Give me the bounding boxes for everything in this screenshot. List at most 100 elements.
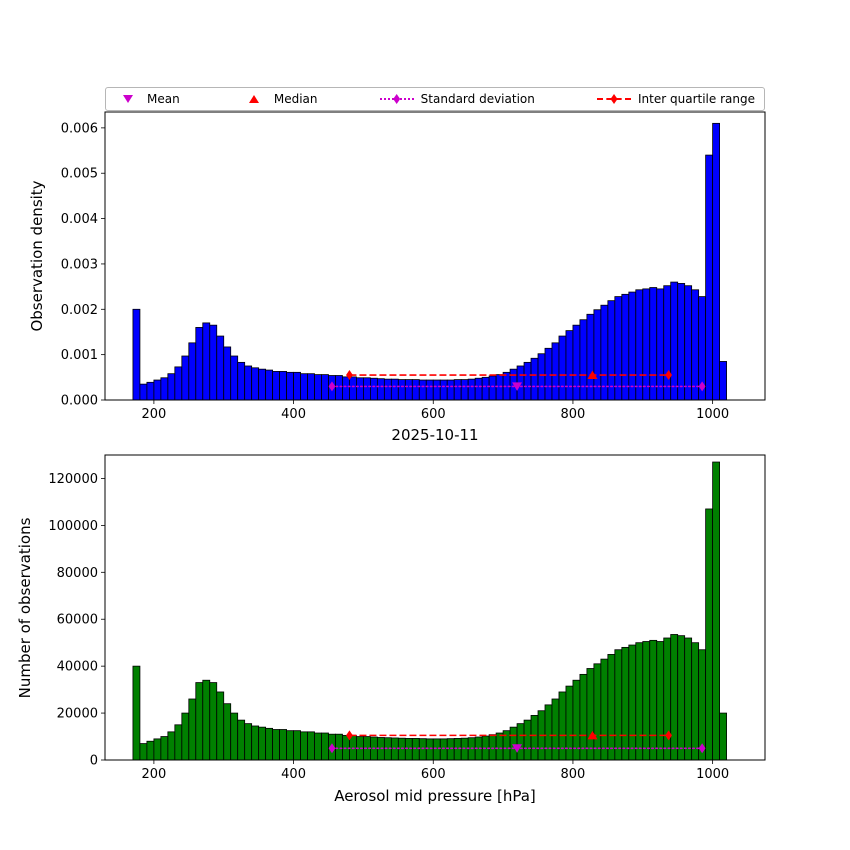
counts-chart: 200 400 600 800 1000 0 20000 40000 60000 80000 100… (16, 454, 766, 782)
x-tick-label: 800 (561, 407, 586, 422)
histogram-bar (572, 324, 581, 401)
y-tick-label: 120000 (48, 472, 98, 487)
chart-title: 2025-10-11 (391, 426, 478, 444)
histogram-bar (251, 725, 260, 761)
x-tick-label: 400 (281, 767, 306, 782)
histogram-bar (146, 740, 155, 761)
histogram-bar (691, 289, 700, 401)
histogram-bar (376, 378, 385, 401)
histogram-bar (607, 654, 616, 761)
median-marker (242, 93, 267, 105)
counts-stat-markers (328, 730, 706, 754)
y-tick-label: 100000 (48, 519, 98, 534)
histogram-bar (139, 743, 148, 761)
histogram-bar (286, 371, 294, 401)
histogram-bar (628, 291, 637, 401)
histogram-bar (251, 367, 260, 401)
histogram-bar (460, 737, 469, 761)
histogram-bar (670, 634, 679, 761)
histogram-bar (425, 379, 434, 401)
histogram-bar (474, 377, 483, 401)
histogram-bar (530, 357, 539, 401)
mean-triangle-down-icon (512, 744, 523, 753)
histogram-bar (160, 736, 169, 761)
histogram-bar (446, 738, 455, 761)
histogram-bar (712, 461, 720, 761)
histogram-bar (558, 691, 567, 761)
histogram-bar (635, 289, 644, 401)
histogram-bar (293, 730, 301, 761)
legend-label-mean: Mean (147, 92, 180, 106)
histogram-bar (551, 342, 560, 401)
histogram-bar (691, 642, 700, 761)
histogram-bar (446, 379, 455, 401)
histogram-bar (181, 355, 190, 401)
y-tick-label: 0.004 (61, 212, 98, 227)
density-histogram-bars (132, 122, 727, 401)
std-high-diamond-icon (698, 381, 706, 392)
histogram-bar (321, 374, 329, 401)
histogram-bar (600, 658, 609, 761)
histogram-bar (279, 371, 287, 401)
counts-y-axis-label: Number of observations (16, 517, 34, 698)
histogram-bar (439, 379, 448, 401)
histogram-bar (432, 379, 441, 401)
histogram-bar (579, 319, 588, 401)
legend: Mean Median Standard deviation Inter qua… (105, 87, 765, 111)
histogram-bar (167, 731, 176, 761)
histogram-bar (209, 682, 218, 761)
histogram-bar (544, 704, 553, 761)
histogram-bar (705, 508, 714, 761)
histogram-bar (635, 642, 644, 761)
x-tick-label: 600 (421, 767, 446, 782)
x-tick-label: 1000 (696, 767, 729, 782)
iqr-line-icon (597, 93, 632, 105)
histogram-bar (453, 738, 462, 761)
histogram-bar (216, 335, 225, 401)
histogram-bar (188, 698, 197, 761)
histogram-bar (369, 377, 378, 401)
magenta-diamond-icon (393, 94, 401, 104)
histogram-bar (279, 729, 287, 761)
histogram-bar (607, 300, 616, 401)
histogram-bar (656, 641, 665, 761)
histogram-bar (663, 637, 672, 761)
y-tick-label: 0.001 (61, 348, 98, 363)
median-triangle-up-icon (249, 95, 260, 103)
histogram-bar (516, 723, 525, 761)
histogram-bar (202, 679, 211, 761)
histogram-bar (160, 377, 169, 401)
histogram-bar (565, 330, 574, 401)
histogram-bar (523, 361, 532, 401)
histogram-bar (314, 732, 322, 761)
histogram-bar (719, 361, 727, 401)
x-tick-label: 1000 (696, 407, 729, 422)
red-diamond-icon (610, 94, 618, 104)
histogram-bar (467, 378, 476, 401)
histogram-bar (614, 649, 623, 761)
histogram-bar (530, 715, 539, 761)
histogram-bar (335, 375, 343, 401)
histogram-bar (705, 154, 714, 401)
x-tick-label: 600 (421, 407, 446, 422)
histogram-bar (614, 296, 623, 401)
histogram-bar (397, 737, 406, 761)
histogram-bar (132, 308, 141, 401)
mean-marker (115, 93, 140, 105)
histogram-bar (265, 727, 274, 761)
histogram-bar (453, 379, 462, 401)
histogram-bar (404, 738, 413, 761)
histogram-bar (460, 379, 469, 401)
histogram-bar (209, 324, 218, 401)
histogram-bar (132, 665, 141, 761)
histogram-bar (677, 635, 686, 761)
y-tick-label: 40000 (57, 660, 98, 675)
histogram-bar (537, 353, 546, 401)
histogram-bar (174, 366, 183, 401)
histogram-bar (244, 365, 253, 401)
histogram-bar (397, 379, 406, 401)
histogram-bar (223, 703, 232, 761)
histogram-bar (244, 723, 253, 761)
histogram-bar (258, 726, 267, 761)
y-tick-label: 0 (90, 754, 98, 769)
